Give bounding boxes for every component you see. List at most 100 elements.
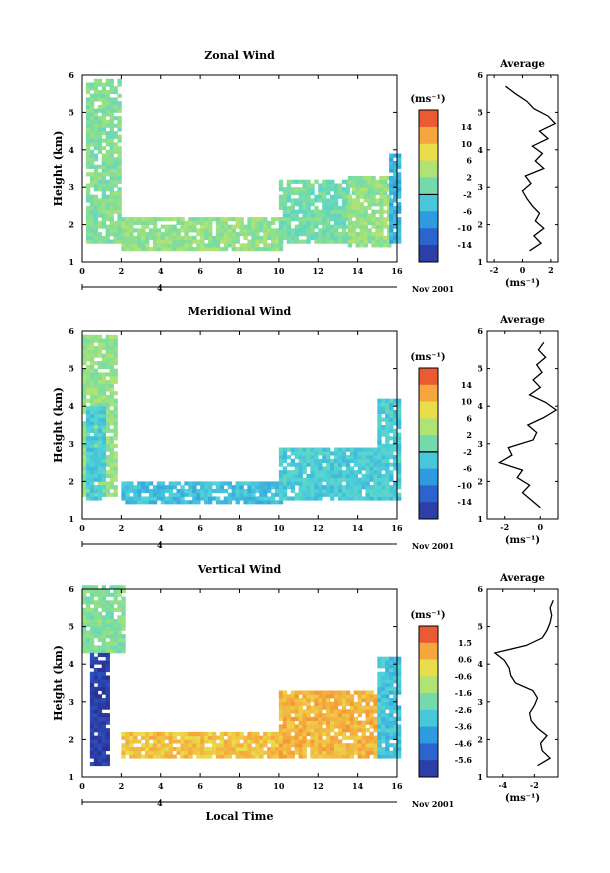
heatmap-cell bbox=[160, 488, 166, 494]
heatmap-cell bbox=[85, 346, 91, 351]
heatmap-cell bbox=[113, 406, 118, 411]
heatmap-cell bbox=[298, 447, 303, 452]
heatmap-cell bbox=[298, 481, 303, 486]
heatmap-cell bbox=[330, 217, 335, 222]
heatmap-cell bbox=[129, 239, 134, 244]
heatmap-cell bbox=[85, 496, 91, 501]
heatmap-cell bbox=[243, 481, 248, 486]
heatmap-cell bbox=[389, 709, 394, 714]
heatmap-cell bbox=[113, 97, 118, 102]
heatmap-cell bbox=[302, 455, 307, 460]
heatmap-cell bbox=[113, 131, 118, 136]
heatmap-cell bbox=[381, 660, 386, 665]
heatmap-cell bbox=[314, 462, 319, 467]
heatmap-cell bbox=[141, 735, 146, 740]
heatmap-cell bbox=[347, 243, 353, 248]
heatmap-cell bbox=[89, 394, 95, 400]
heatmap-cell bbox=[271, 739, 276, 744]
heatmap-cell bbox=[389, 157, 394, 162]
heatmap-cell bbox=[223, 239, 229, 244]
heatmap-cell bbox=[97, 758, 103, 763]
heatmap-cell bbox=[341, 213, 347, 218]
heatmap-cell bbox=[101, 724, 107, 729]
heatmap-cell bbox=[353, 488, 359, 494]
heatmap-cell bbox=[278, 694, 284, 699]
heatmap-cell bbox=[373, 709, 378, 714]
heatmap-cell bbox=[200, 750, 205, 755]
heatmap-cell bbox=[341, 239, 347, 244]
heatmap-cell bbox=[351, 183, 357, 188]
heatmap-cell bbox=[326, 228, 331, 233]
heatmap-cell bbox=[164, 224, 170, 229]
heatmap-cell bbox=[306, 220, 311, 225]
heatmap-cell bbox=[351, 209, 357, 214]
heatmap-cell bbox=[326, 451, 331, 456]
heatmap-cell bbox=[357, 455, 362, 460]
heatmap-cell bbox=[379, 243, 384, 248]
heatmap-cell bbox=[365, 690, 370, 695]
heatmap-cell bbox=[251, 750, 256, 755]
heatmap-cell bbox=[393, 153, 398, 158]
heatmap-cell bbox=[298, 492, 303, 497]
heatmap-cell bbox=[200, 492, 205, 497]
colorbar-segment bbox=[419, 760, 438, 778]
heatmap-cell bbox=[85, 157, 91, 162]
x-tick-label: 12 bbox=[313, 523, 324, 533]
heatmap-cell bbox=[113, 645, 118, 650]
heatmap-cell bbox=[306, 179, 311, 184]
heatmap-cell bbox=[347, 232, 353, 237]
heatmap-cell bbox=[101, 713, 107, 718]
heatmap-cell bbox=[117, 235, 122, 240]
heatmap-cell bbox=[369, 716, 374, 721]
heatmap-cell bbox=[113, 101, 118, 106]
heatmap-cell bbox=[231, 746, 236, 752]
heatmap-cell bbox=[361, 466, 366, 471]
heatmap-cell bbox=[196, 496, 201, 501]
heatmap-cell bbox=[85, 436, 91, 441]
heatmap-cell bbox=[259, 224, 264, 229]
heatmap-cell bbox=[377, 675, 382, 680]
heatmap-cell bbox=[355, 205, 360, 211]
heatmap-cell bbox=[337, 458, 343, 463]
heatmap-cell bbox=[286, 455, 292, 460]
heatmap-cell bbox=[247, 481, 252, 486]
heatmap-cell bbox=[377, 750, 382, 755]
heatmap-cell bbox=[278, 232, 284, 237]
heatmap-cell bbox=[314, 194, 319, 199]
heatmap-cell bbox=[85, 440, 91, 445]
heatmap-cell bbox=[101, 679, 107, 684]
heatmap-cell bbox=[389, 679, 394, 684]
heatmap-cell bbox=[160, 735, 166, 740]
heatmap-cell bbox=[211, 235, 217, 240]
heatmap-cell bbox=[383, 190, 388, 196]
heatmap-cell bbox=[101, 205, 107, 211]
heatmap-cell bbox=[97, 600, 103, 605]
heatmap-cell bbox=[211, 239, 217, 244]
heatmap-cell bbox=[389, 406, 394, 411]
heatmap-cell bbox=[105, 357, 110, 362]
heatmap-cell bbox=[85, 607, 91, 612]
heatmap-cell bbox=[105, 153, 110, 158]
heatmap-cell bbox=[334, 228, 339, 233]
heatmap-cell bbox=[389, 754, 394, 759]
heatmap-cell bbox=[397, 209, 402, 214]
heatmap-cell bbox=[223, 224, 229, 229]
heatmap-cell bbox=[389, 716, 394, 721]
heatmap-cell bbox=[385, 716, 390, 721]
profile-y-tick-label: 4 bbox=[477, 659, 483, 669]
heatmap-cell bbox=[367, 217, 372, 222]
heatmap-cell bbox=[172, 232, 177, 237]
heatmap-cell bbox=[302, 743, 307, 748]
heatmap-cell bbox=[259, 217, 264, 222]
heatmap-cell bbox=[133, 739, 138, 744]
heatmap-cell bbox=[278, 713, 284, 718]
heatmap-cell bbox=[101, 183, 107, 188]
heatmap-cell bbox=[85, 462, 91, 467]
heatmap-cell bbox=[345, 746, 351, 752]
x-tick-label: 14 bbox=[352, 781, 364, 791]
heatmap-cell bbox=[355, 179, 360, 184]
heatmap-cell bbox=[105, 754, 110, 759]
heatmap-cell bbox=[82, 421, 87, 426]
heatmap-cell bbox=[219, 239, 225, 244]
heatmap-cell bbox=[393, 161, 398, 166]
